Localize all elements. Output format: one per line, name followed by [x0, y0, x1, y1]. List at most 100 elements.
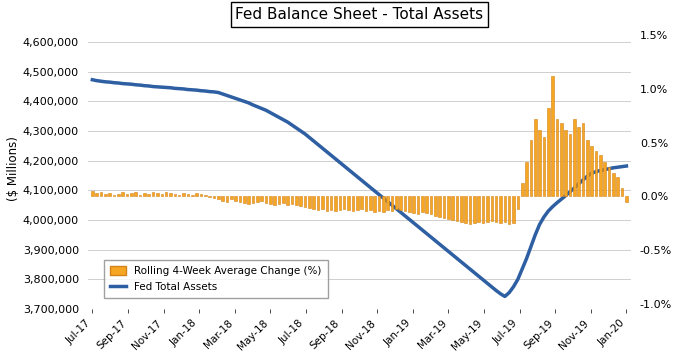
Bar [625, 196, 628, 202]
Bar [225, 196, 228, 202]
Bar [256, 196, 259, 202]
Bar [217, 196, 219, 200]
Bar [604, 162, 606, 196]
Bar [425, 196, 428, 213]
Bar [169, 193, 172, 196]
Bar [495, 196, 498, 222]
Bar [369, 196, 371, 210]
Bar [291, 196, 293, 204]
Bar [534, 119, 536, 196]
Bar [200, 194, 202, 196]
Bar [208, 196, 211, 197]
Bar [356, 196, 359, 210]
Bar [230, 196, 233, 200]
Bar [122, 192, 124, 196]
Bar [287, 196, 289, 205]
Bar [460, 196, 462, 222]
Bar [304, 196, 306, 207]
Bar [234, 196, 237, 201]
Bar [295, 196, 297, 205]
Bar [490, 196, 493, 221]
Bar [109, 193, 111, 196]
Bar [325, 196, 328, 211]
Bar [612, 173, 614, 196]
Bar [91, 191, 94, 196]
Bar [104, 194, 107, 196]
Bar [361, 196, 363, 209]
Bar [390, 196, 393, 211]
Bar [134, 192, 137, 196]
Bar [569, 134, 571, 196]
Bar [156, 193, 159, 196]
Bar [621, 188, 623, 196]
Bar [373, 196, 376, 213]
Bar [504, 196, 506, 222]
Bar [573, 119, 576, 196]
Bar [187, 194, 189, 196]
Bar [278, 196, 280, 204]
Bar [456, 196, 458, 221]
Bar [334, 196, 337, 211]
Bar [538, 130, 541, 196]
Title: Fed Balance Sheet - Total Assets: Fed Balance Sheet - Total Assets [236, 7, 483, 22]
Bar [330, 196, 333, 210]
Bar [260, 196, 263, 201]
Bar [130, 193, 132, 196]
Bar [382, 196, 384, 213]
Bar [577, 126, 580, 196]
Bar [517, 196, 519, 209]
Bar [274, 196, 276, 205]
Bar [477, 196, 480, 222]
Bar [178, 195, 181, 196]
Bar [204, 195, 206, 196]
Bar [547, 108, 549, 196]
Bar [321, 196, 324, 209]
Bar [196, 193, 198, 196]
Y-axis label: ($ Millions): ($ Millions) [7, 136, 20, 201]
Bar [252, 196, 255, 203]
Bar [512, 196, 515, 223]
Bar [582, 123, 585, 196]
Bar [143, 193, 146, 196]
Bar [386, 196, 389, 210]
Bar [378, 196, 380, 211]
Bar [521, 183, 524, 196]
Bar [352, 196, 354, 211]
Bar [499, 196, 502, 223]
Bar [191, 195, 194, 196]
Bar [555, 119, 558, 196]
Bar [443, 196, 445, 218]
Bar [221, 196, 224, 201]
Bar [395, 196, 398, 209]
Bar [469, 196, 471, 224]
Bar [147, 194, 150, 196]
Bar [126, 194, 128, 196]
Bar [282, 196, 285, 203]
Bar [160, 194, 163, 196]
Bar [421, 196, 424, 213]
Bar [482, 196, 484, 223]
Bar [308, 196, 311, 208]
Bar [399, 196, 402, 210]
Bar [117, 194, 120, 196]
Bar [95, 193, 98, 196]
Bar [412, 196, 415, 213]
Bar [247, 196, 250, 204]
Bar [608, 167, 610, 196]
Bar [551, 76, 554, 196]
Bar [365, 196, 367, 211]
Bar [243, 196, 246, 203]
Legend: Rolling 4-Week Average Change (%), Fed Total Assets: Rolling 4-Week Average Change (%), Fed T… [104, 260, 328, 298]
Bar [339, 196, 341, 210]
Bar [530, 140, 532, 196]
Bar [452, 196, 454, 220]
Bar [152, 192, 154, 196]
Bar [100, 192, 103, 196]
Bar [113, 195, 115, 196]
Bar [265, 196, 268, 203]
Bar [508, 196, 511, 224]
Bar [543, 137, 545, 196]
Bar [343, 196, 346, 209]
Bar [269, 196, 272, 204]
Bar [165, 192, 168, 196]
